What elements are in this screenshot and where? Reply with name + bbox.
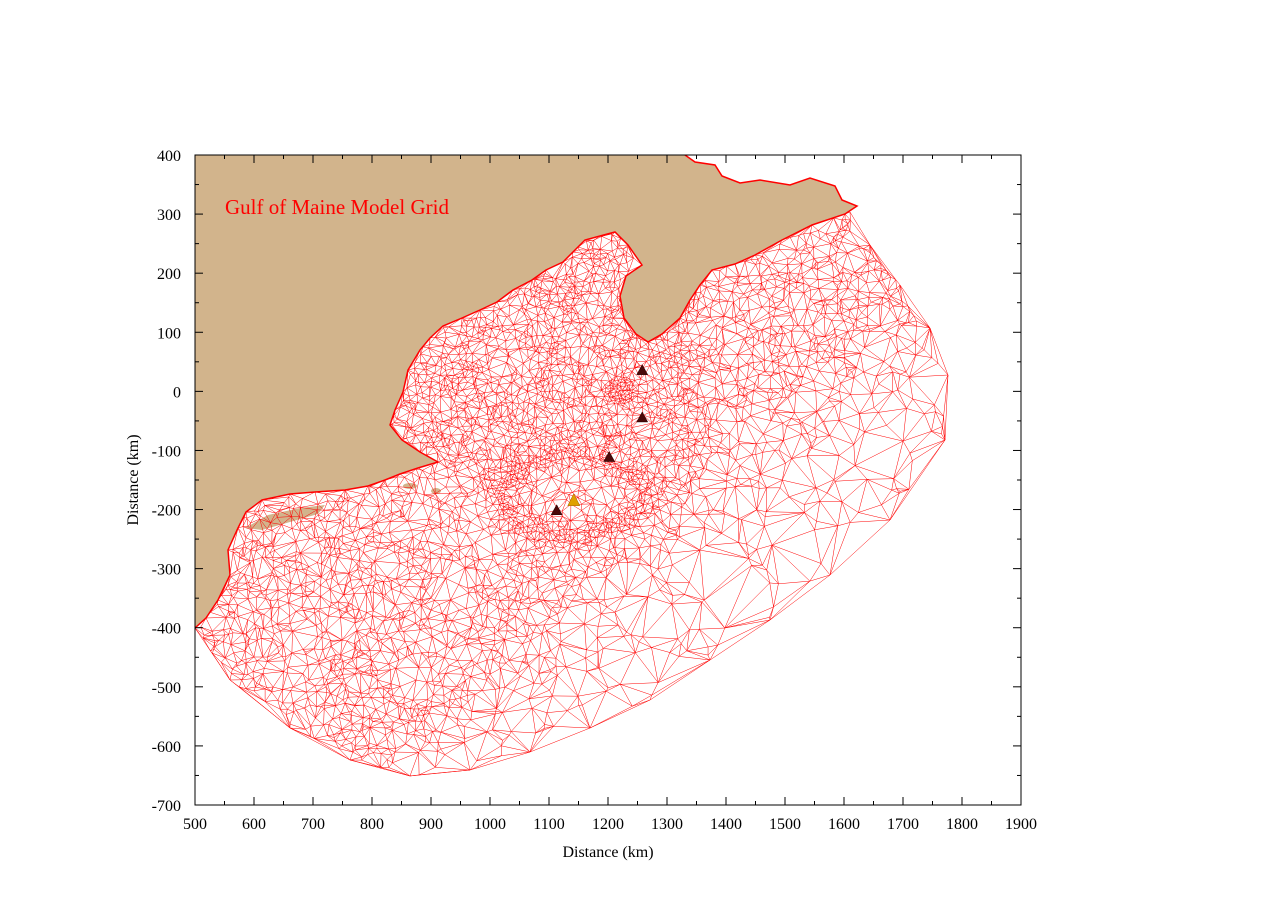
y-tick-label: 0 [173,384,181,401]
x-axis-label: Distance (km) [562,844,653,861]
station-triangle [636,411,649,423]
y-tick-label: -700 [152,798,181,815]
station-triangle [550,504,563,515]
x-tick-label: 1300 [651,816,683,833]
land-long-island [245,505,325,530]
x-tick-label: 700 [301,816,325,833]
x-tick-label: 1000 [474,816,506,833]
land-area [195,155,857,628]
x-tick-label: 1500 [769,816,801,833]
y-axis-label: Distance (km) [125,434,142,525]
y-tick-label: 400 [157,148,181,165]
x-tick-label: 1800 [946,816,978,833]
x-tick-label: 1600 [828,816,860,833]
y-tick-label: -100 [152,443,181,460]
x-tick-label: 1900 [1005,816,1037,833]
x-tick-label: 600 [242,816,266,833]
x-tick-label: 800 [360,816,384,833]
y-tick-label: -400 [152,621,181,638]
y-tick-label: 200 [157,266,181,283]
station-triangle [603,451,616,462]
x-tick-label: 900 [419,816,443,833]
y-tick-label: 300 [157,207,181,224]
map-title: Gulf of Maine Model Grid [225,195,449,219]
land-island [700,212,742,232]
y-tick-label: -600 [152,739,181,756]
coastline [195,155,859,629]
highlight-station-triangle [567,493,581,506]
y-tick-label: -300 [152,562,181,579]
island-marthas-vineyard [431,488,441,494]
station-triangle [636,364,649,375]
x-tick-label: 1200 [592,816,624,833]
y-tick-label: -500 [152,680,181,697]
y-tick-label: -200 [152,503,181,520]
y-axis-ticks: 400 300 200 100 0 -100 -200 -300 -400 -500 -600 -70… [152,148,1021,815]
x-tick-label: 1100 [533,816,564,833]
x-tick-label: 1700 [887,816,919,833]
x-tick-label: 1400 [710,816,742,833]
station-markers [550,364,649,515]
x-tick-label: 500 [183,816,207,833]
y-tick-label: 100 [157,325,181,342]
x-axis-ticks: 500 600 700 800 900 1000 1100 1200 1300 1400 1500 1… [183,155,1037,833]
